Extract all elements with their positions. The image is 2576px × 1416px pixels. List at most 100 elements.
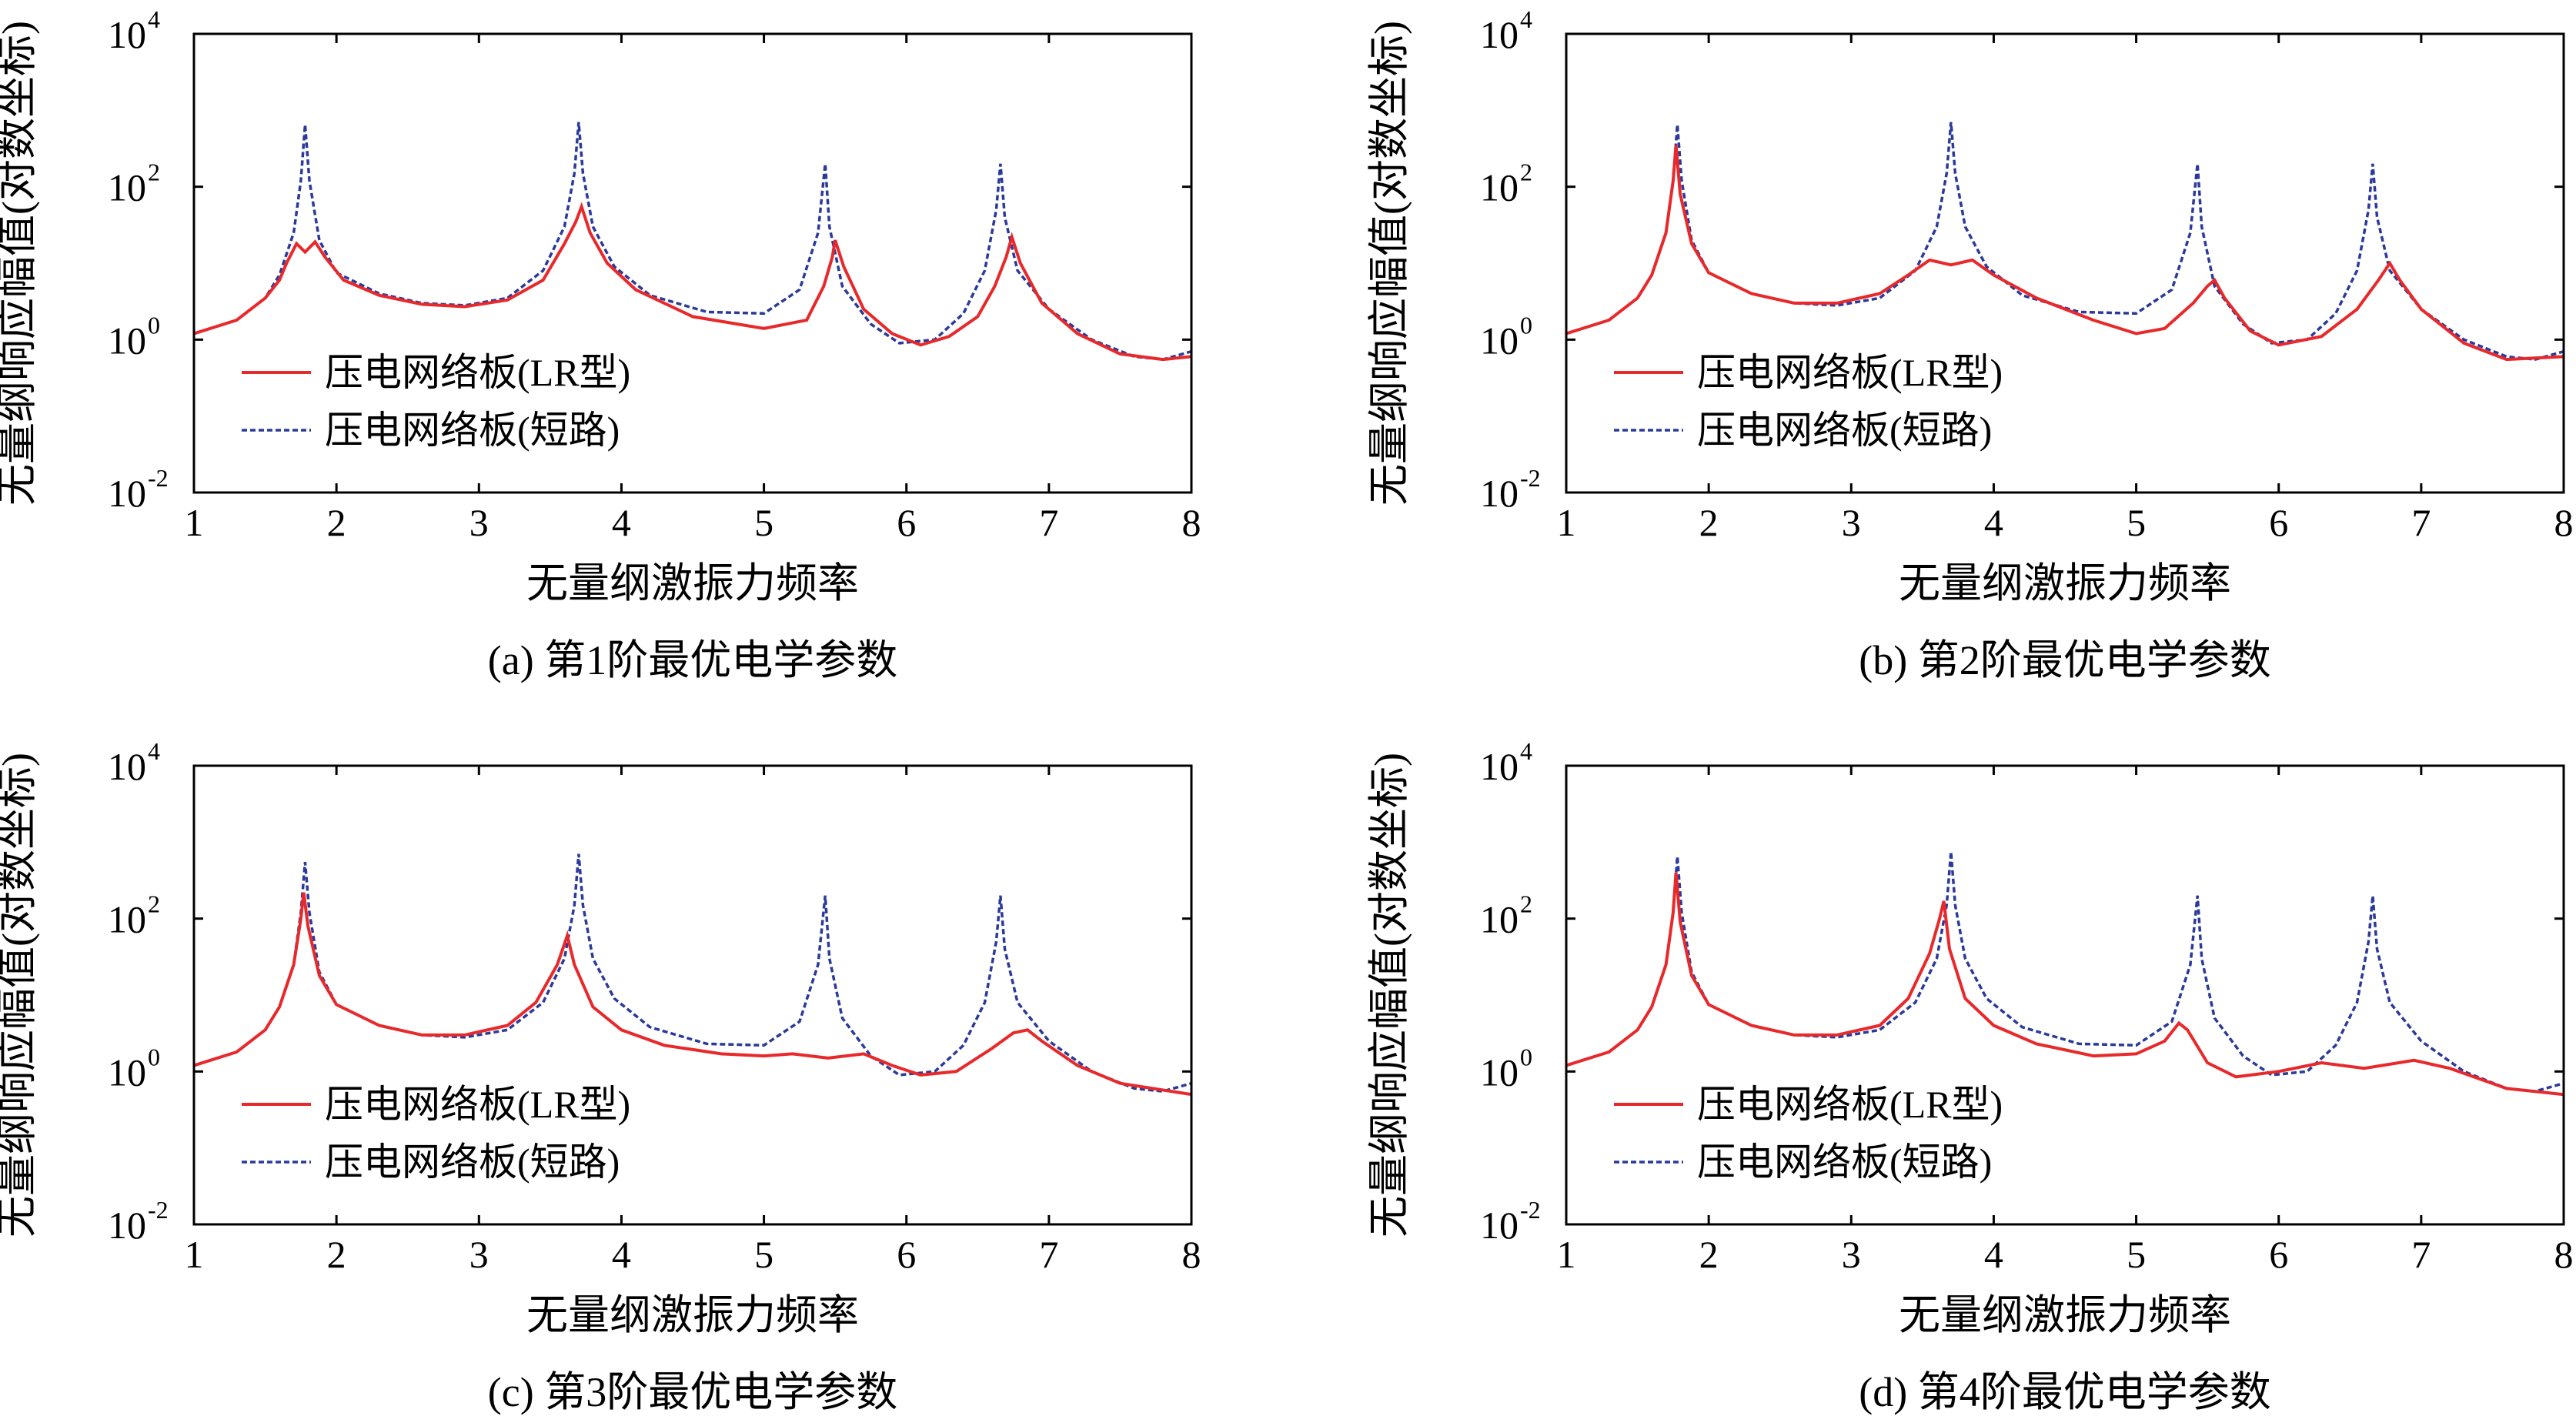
y-axis-label: 无量纲响应幅值(对数坐标): [0, 21, 40, 506]
legend-label-short-circuit: 压电网络板(短路): [325, 409, 620, 452]
x-tick-label: 2: [327, 1233, 346, 1276]
x-axis-label: 无量纲激振力频率: [526, 1292, 859, 1338]
plot-frame: [192, 32, 1193, 494]
x-tick-label: 7: [2411, 501, 2431, 544]
y-tick-base: 10: [1480, 319, 1519, 362]
plot-frame: [1565, 764, 2565, 1226]
y-tick-base: 10: [108, 898, 146, 941]
legend-label-short-circuit: 压电网络板(短路): [325, 1140, 620, 1184]
y-tick-label: 10 -2: [1480, 1196, 1541, 1247]
y-tick-base: 10: [108, 472, 146, 515]
series-line-short-circuit: [1566, 122, 2564, 361]
series-line-lr: [194, 892, 1191, 1097]
x-tick-label: 7: [2411, 1233, 2431, 1276]
x-tick-label: 6: [897, 501, 916, 544]
x-tick-label: 2: [327, 501, 346, 544]
series-line-short-circuit: [194, 853, 1191, 1093]
y-tick-label: 10 4: [1480, 5, 1532, 56]
y-tick-exponent: -2: [1520, 1196, 1541, 1224]
x-tick-label: 7: [1039, 501, 1058, 544]
legend-label-lr: 压电网络板(LR型): [325, 1083, 630, 1126]
series-line-lr: [1566, 872, 2564, 1097]
legend: 压电网络板(LR型) 压电网络板(短路): [242, 1083, 630, 1184]
y-tick-label: 10 -2: [108, 1196, 169, 1247]
y-tick-exponent: 2: [148, 890, 160, 918]
x-tick-label: 1: [185, 1233, 204, 1276]
y-tick-label: 10 2: [108, 159, 160, 209]
x-tick-label: 4: [1984, 1233, 2003, 1276]
y-tick-base: 10: [1480, 1204, 1519, 1247]
y-tick-exponent: 0: [1520, 311, 1532, 339]
x-tick-label: 6: [897, 1233, 916, 1276]
legend: 压电网络板(LR型) 压电网络板(短路): [1614, 1083, 2003, 1184]
x-tick-label: 7: [1039, 1233, 1058, 1276]
x-tick-label: 1: [1557, 501, 1576, 544]
x-axis-label: 无量纲激振力频率: [1899, 560, 2231, 606]
legend-label-lr: 压电网络板(LR型): [1697, 351, 2003, 394]
x-tick-label: 4: [612, 501, 631, 544]
y-tick-base: 10: [108, 319, 146, 362]
y-tick-base: 10: [108, 1204, 146, 1247]
plot-frame: [192, 764, 1193, 1226]
y-tick-label: 10 0: [108, 311, 160, 362]
x-tick-label: 5: [754, 501, 773, 544]
x-tick-label: 4: [1984, 501, 2003, 544]
y-tick-label: 10 2: [1480, 159, 1532, 209]
y-tick-label: 10 2: [108, 890, 160, 941]
legend-label-short-circuit: 压电网络板(短路): [1697, 1140, 1992, 1184]
y-tick-label: 10 2: [1480, 890, 1532, 941]
series-line-short-circuit: [194, 122, 1191, 361]
y-tick-exponent: 4: [148, 737, 160, 765]
legend-label-short-circuit: 压电网络板(短路): [1697, 409, 1992, 452]
panel-caption: (b) 第2阶最优电学参数: [1859, 637, 2270, 683]
x-tick-label: 5: [2127, 501, 2146, 544]
x-tick-label: 3: [469, 1233, 489, 1276]
panel-caption: (c) 第3阶最优电学参数: [488, 1369, 897, 1415]
x-tick-label: 6: [2269, 501, 2288, 544]
y-tick-base: 10: [1480, 745, 1519, 788]
y-tick-label: 10 4: [108, 737, 160, 788]
y-axis-label: 无量纲响应幅值(对数坐标): [0, 753, 40, 1237]
y-tick-label: 10 -2: [1480, 464, 1541, 515]
y-tick-exponent: 2: [1520, 159, 1532, 186]
x-tick-label: 1: [185, 501, 204, 544]
y-tick-label: 10 0: [1480, 1043, 1532, 1094]
y-tick-base: 10: [1480, 166, 1519, 209]
y-axis-label: 无量纲响应幅值(对数坐标): [1366, 21, 1412, 506]
plot-frame: [1565, 32, 2565, 494]
y-tick-exponent: 2: [148, 159, 160, 186]
x-tick-label: 2: [1699, 1233, 1719, 1276]
x-axis-label: 无量纲激振力频率: [526, 560, 859, 606]
series-line-lr: [1566, 145, 2564, 362]
y-tick-label: 10 -2: [108, 464, 169, 515]
series-line-short-circuit: [1566, 851, 2564, 1093]
y-tick-base: 10: [1480, 472, 1519, 515]
y-tick-base: 10: [108, 13, 146, 56]
x-tick-label: 8: [2554, 1233, 2574, 1276]
x-tick-label: 5: [754, 1233, 773, 1276]
y-tick-exponent: 4: [1520, 737, 1532, 765]
legend-label-lr: 压电网络板(LR型): [1697, 1083, 2003, 1126]
y-tick-base: 10: [1480, 13, 1519, 56]
y-tick-exponent: 0: [148, 311, 160, 339]
y-tick-base: 10: [1480, 1050, 1519, 1094]
x-tick-label: 1: [1557, 1233, 1576, 1276]
x-tick-label: 4: [612, 1233, 631, 1276]
y-tick-base: 10: [1480, 898, 1519, 941]
y-tick-exponent: 2: [1520, 890, 1532, 918]
series-line-lr: [194, 202, 1191, 362]
x-tick-label: 3: [1842, 501, 1861, 544]
y-tick-base: 10: [108, 166, 146, 209]
x-tick-label: 6: [2269, 1233, 2288, 1276]
legend: 压电网络板(LR型) 压电网络板(短路): [1614, 351, 2003, 452]
x-tick-label: 8: [2554, 501, 2574, 544]
panel-caption: (a) 第1阶最优电学参数: [488, 637, 897, 683]
y-tick-base: 10: [108, 745, 146, 788]
y-tick-exponent: -2: [148, 1196, 169, 1224]
y-tick-label: 10 4: [108, 5, 160, 56]
x-tick-label: 5: [2127, 1233, 2146, 1276]
